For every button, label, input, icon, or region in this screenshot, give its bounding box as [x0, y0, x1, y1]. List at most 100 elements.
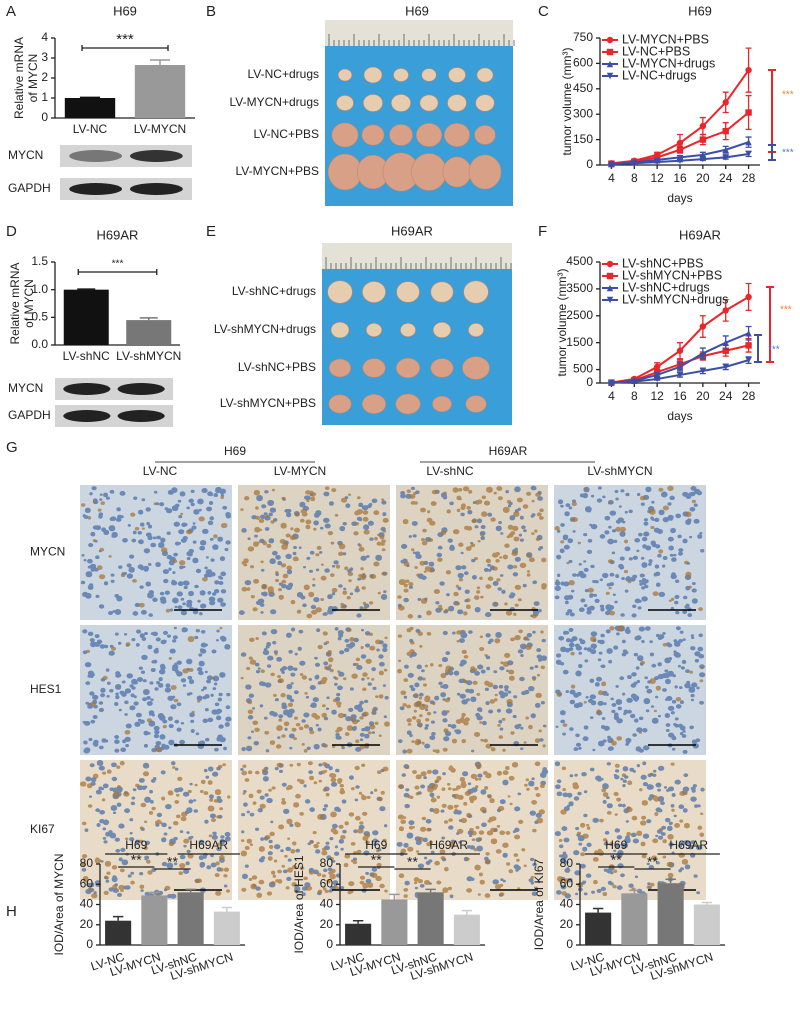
data-point: [699, 367, 707, 375]
data-point: [676, 347, 684, 354]
tumor: [400, 323, 416, 337]
x-tick-label: LV-NC: [73, 122, 108, 136]
legend-marker: [606, 36, 614, 44]
chart-title: H69: [113, 3, 137, 18]
bar: [141, 895, 168, 945]
bar: [345, 923, 372, 945]
bar: [63, 289, 109, 345]
x-tick-label: 24: [719, 389, 733, 403]
photo-row-label: LV-shMYCN+drugs: [214, 322, 316, 336]
legend-label: LV-MYCN+drugs: [622, 56, 715, 70]
y-tick-label: 1500: [566, 335, 593, 349]
y-tick-label: 500: [573, 362, 593, 376]
data-point: [653, 375, 661, 383]
tumor: [462, 356, 490, 380]
blot-band: [129, 183, 183, 195]
legend-marker: [606, 284, 614, 292]
ihc-column-label: LV-NC: [143, 464, 178, 478]
y-tick-label: 3: [41, 50, 48, 64]
y-axis-label: IOD/Area of MYCN: [52, 853, 66, 955]
bar: [585, 912, 612, 945]
tumor: [391, 94, 411, 112]
legend-label: LV-NC+drugs: [622, 68, 696, 82]
y-tick-label: 300: [573, 106, 593, 120]
blot-label: GAPDH: [8, 181, 51, 195]
x-tick-label: LV-MYCN: [134, 122, 186, 136]
error-bar: [461, 909, 473, 915]
blot-band: [63, 383, 111, 395]
panel-label: B: [206, 3, 216, 20]
tumor: [363, 66, 383, 84]
data-point: [745, 330, 752, 337]
bar: [134, 65, 186, 118]
ihc-nuclei-blue: [80, 486, 232, 617]
tumor: [361, 124, 385, 146]
tumor: [395, 393, 421, 415]
y-tick-label: 1: [41, 90, 48, 104]
y-tick-label: 1.0: [31, 282, 48, 296]
y-tick-label: 1.5: [31, 254, 48, 268]
ihc-nuclei-blue: [240, 627, 389, 753]
y-tick-label: 80: [560, 856, 574, 870]
data-point: [745, 356, 752, 364]
significance: **: [611, 852, 622, 868]
chart-title: H69: [688, 3, 712, 18]
data-point: [722, 339, 729, 346]
data-point: [631, 378, 638, 385]
tumor: [432, 321, 452, 339]
panel-label: F: [538, 223, 547, 240]
ihc-column-label: LV-shNC: [426, 464, 473, 478]
data-point: [699, 122, 707, 130]
y-tick-label: 80: [80, 856, 94, 870]
y-tick-label: 60: [320, 876, 334, 890]
tumor: [331, 122, 359, 148]
tumor: [336, 95, 354, 111]
bar: [213, 911, 240, 945]
ihc-row-label: KI67: [30, 822, 55, 836]
data-point: [699, 155, 707, 163]
error-bar: [112, 915, 124, 921]
legend-marker: [606, 72, 614, 80]
tumor: [328, 358, 352, 378]
data-point: [653, 158, 661, 166]
tumor: [362, 358, 386, 378]
blot-band: [117, 410, 165, 422]
blot-label: GAPDH: [8, 408, 51, 422]
tumor: [447, 94, 467, 112]
error-bar: [701, 901, 713, 905]
bar: [621, 893, 648, 945]
significance-bracket: [768, 69, 776, 153]
data-point: [722, 307, 729, 314]
significance-bracket: [768, 144, 776, 161]
x-tick-label: 4: [608, 171, 615, 185]
bar: [126, 320, 172, 345]
ihc-nuclei-brown: [79, 760, 231, 899]
significance: ***: [782, 90, 794, 101]
x-tick-label: 16: [673, 389, 687, 403]
ihc-nuclei-blue: [554, 761, 705, 899]
tumor: [432, 395, 452, 413]
data-point: [676, 363, 684, 371]
data-point: [676, 139, 684, 147]
x-tick-label: LV-shNC: [63, 349, 110, 363]
tumor: [411, 153, 447, 191]
data-point: [745, 150, 752, 158]
tumor: [475, 94, 495, 112]
x-tick-label: 8: [631, 389, 638, 403]
blot-band: [117, 383, 165, 395]
tumor: [468, 323, 484, 337]
data-point: [608, 379, 615, 387]
tumor: [328, 394, 352, 414]
data-point: [676, 371, 684, 379]
panel-label: A: [6, 3, 16, 20]
blot-band: [129, 150, 183, 162]
y-tick-label: 0.5: [31, 310, 48, 324]
bar: [381, 899, 408, 945]
tumor: [362, 281, 386, 303]
ihc-column-label: LV-shMYCN: [587, 464, 652, 478]
x-tick-label: 4: [608, 389, 615, 403]
blot-label: MYCN: [8, 148, 43, 162]
ihc-nuclei-blue: [238, 490, 388, 618]
chart-title: H69AR: [97, 227, 139, 242]
